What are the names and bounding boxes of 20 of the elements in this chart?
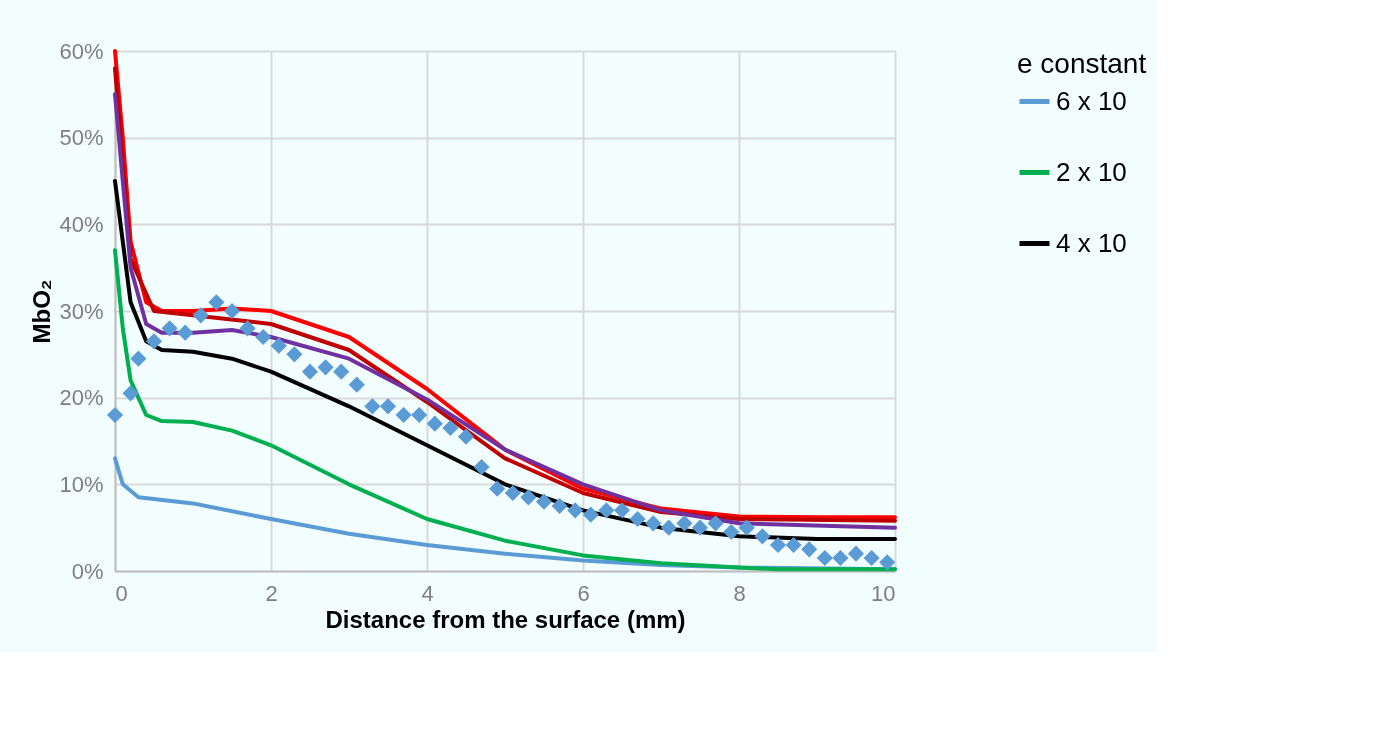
- legend-label: 4 x 10: [1056, 227, 1127, 258]
- y-tick-label: 60%: [59, 38, 104, 64]
- y-tick-label: 30%: [59, 298, 104, 324]
- y-tick-label: 10%: [59, 471, 104, 497]
- x-tick-label: 10: [871, 580, 896, 606]
- x-tick-label: 6: [577, 580, 590, 606]
- y-tick-label: 20%: [59, 385, 104, 411]
- legend-label: 2 x 10: [1056, 156, 1127, 187]
- legend-label: 6 x 10: [1056, 85, 1127, 116]
- y-tick-label: 0%: [71, 558, 104, 584]
- x-tick-label: 2: [265, 580, 278, 606]
- y-tick-label: 40%: [59, 211, 104, 237]
- line-series: [113, 179, 897, 541]
- x-axis-title: Distance from the surface (mm): [325, 605, 686, 633]
- x-tick-label: 0: [115, 580, 128, 606]
- x-tick-label: 8: [733, 580, 746, 606]
- y-tick-label: 50%: [59, 125, 104, 151]
- legend-title: e constant: [1017, 48, 1147, 79]
- x-tick-label: 4: [421, 580, 434, 606]
- y-axis-title: MbO₂: [28, 279, 56, 344]
